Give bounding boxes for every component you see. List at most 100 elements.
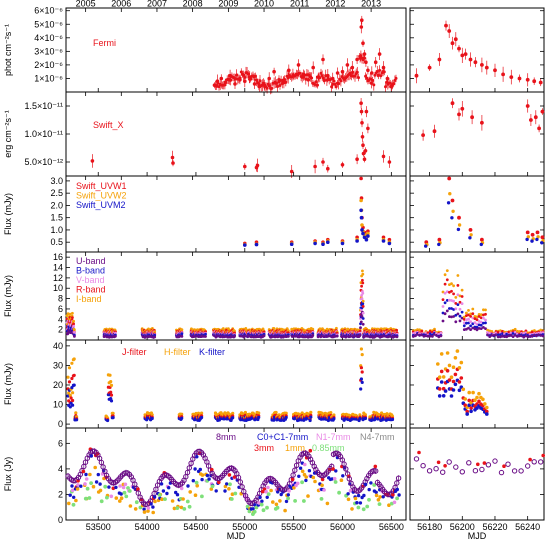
y-tick-label: 40: [53, 341, 63, 351]
data-point-nir: [72, 357, 76, 361]
year-label-2007: 2007: [147, 0, 167, 9]
data-point-swift-uvm2: [321, 242, 325, 246]
data-point-fermi: [360, 18, 364, 23]
data-point-fermi: [372, 83, 376, 87]
zoom-point: [536, 235, 540, 239]
data-point-n1-7mm: [83, 482, 87, 486]
data-point-nir: [257, 411, 261, 415]
y-tick-label: 5.0×10⁻¹²: [24, 157, 63, 167]
data-point-fermi: [364, 60, 368, 64]
panel-frame-right: [409, 7, 545, 93]
zoom-point-nir: [471, 390, 475, 395]
data-point-optical: [361, 299, 365, 303]
data-point-7mm: [175, 493, 180, 497]
y-tick-label: 6: [58, 438, 63, 448]
data-point-085mm: [127, 489, 132, 493]
zoom-point: [414, 73, 419, 78]
data-point-fermi: [324, 74, 328, 78]
zoom-point-optical: [479, 323, 483, 327]
data-point-swift-uvw2: [359, 198, 363, 203]
legend-entry: V-band: [76, 275, 105, 285]
data-point-nir: [71, 391, 75, 395]
zoom-point-optical: [420, 329, 424, 333]
zoom-point: [456, 227, 461, 232]
data-point-swift-uvm2: [243, 243, 247, 247]
zoom-point-nir: [453, 382, 458, 387]
data-point-nir: [75, 418, 79, 422]
data-point-swift-uvm2: [313, 241, 317, 246]
data-point-085mm: [71, 502, 76, 507]
data-point-fermi: [267, 84, 271, 88]
data-point-085mm: [185, 499, 190, 504]
data-point-optical: [153, 330, 157, 334]
data-point-nir: [257, 415, 261, 419]
zoom-point: [473, 60, 478, 65]
zoom-point-nir: [449, 375, 454, 380]
data-point-fermi: [321, 57, 325, 62]
data-point-fermi: [313, 83, 317, 86]
data-point-085mm: [175, 506, 180, 510]
y-tick-label: 0.5: [50, 237, 63, 247]
y-tick-label: 10: [53, 400, 63, 410]
data-point-085mm: [124, 494, 129, 499]
data-point-nir: [67, 380, 72, 384]
y-tick-label: 30: [53, 360, 63, 370]
y-axis-label: Flux (mJy): [3, 275, 13, 317]
data-point-1mm: [75, 487, 80, 491]
zoom-point-optical: [452, 284, 455, 288]
zoom-point: [468, 236, 472, 240]
y-tick-label: 3×10⁻⁶: [34, 46, 63, 56]
zoom-point-nir: [439, 380, 444, 384]
y-axis-label: erg cm⁻²s⁻¹: [3, 110, 13, 158]
data-point-fermi: [311, 65, 316, 70]
data-point-7mm: [152, 495, 157, 499]
data-point-fermi: [277, 80, 281, 84]
data-point-swift-x: [387, 160, 392, 164]
data-point-swift-x: [289, 169, 294, 174]
data-point-nir: [109, 380, 113, 384]
data-point-nir: [150, 416, 154, 421]
y-tick-label: 2: [58, 325, 63, 335]
panel-frame-right: [409, 91, 545, 177]
data-point-nir: [74, 411, 78, 415]
data-point-swift-uvm2: [364, 237, 369, 242]
zoom-point: [446, 201, 451, 205]
data-point-nir: [109, 383, 114, 387]
data-point-7mm: [68, 493, 72, 497]
panel-fermi: 1×10⁻⁶ 2×10⁻⁶ 3×10⁻⁶ 4×10⁻⁶ 5×10⁻⁶ 6×10⁻⁶ phot…: [3, 6, 545, 95]
data-point-1mm: [133, 507, 138, 511]
data-point-nir: [360, 380, 364, 384]
data-point-nir: [71, 403, 75, 407]
data-point-nir: [309, 410, 313, 414]
zoom-point-nir: [459, 376, 464, 380]
data-point-optical: [204, 335, 207, 338]
data-point-fermi: [316, 83, 319, 87]
data-point-optical: [204, 332, 207, 336]
data-point-optical: [180, 335, 184, 338]
data-point-swift-uvm2: [326, 240, 330, 244]
data-point-085mm: [89, 481, 93, 485]
data-point-optical: [114, 334, 117, 338]
zoom-point-nir: [445, 369, 450, 373]
data-point-swift-x: [362, 157, 367, 161]
zoom-point-optical: [454, 296, 458, 299]
data-point-fermi: [284, 80, 288, 84]
data-point-7mm: [107, 485, 111, 489]
data-point-1mm: [74, 498, 78, 503]
legend-entry: J-filter: [122, 347, 147, 357]
data-point-fermi: [290, 75, 294, 79]
zoom-point: [448, 192, 452, 196]
zoom-point: [509, 75, 514, 79]
plot-area-optical: [65, 269, 545, 339]
y-tick-label: 4: [58, 464, 63, 474]
zoom-point-nir: [443, 389, 448, 393]
data-point-swift-x: [381, 154, 386, 159]
data-point-fermi: [318, 76, 322, 80]
data-point-fermi: [373, 73, 377, 77]
zoom-point-nir: [453, 356, 458, 360]
zoom-point-optical: [471, 307, 475, 311]
y-axis-label: Flux (mJy): [3, 363, 13, 405]
data-point-7mm: [84, 472, 88, 477]
zoom-point-optical: [445, 309, 449, 313]
